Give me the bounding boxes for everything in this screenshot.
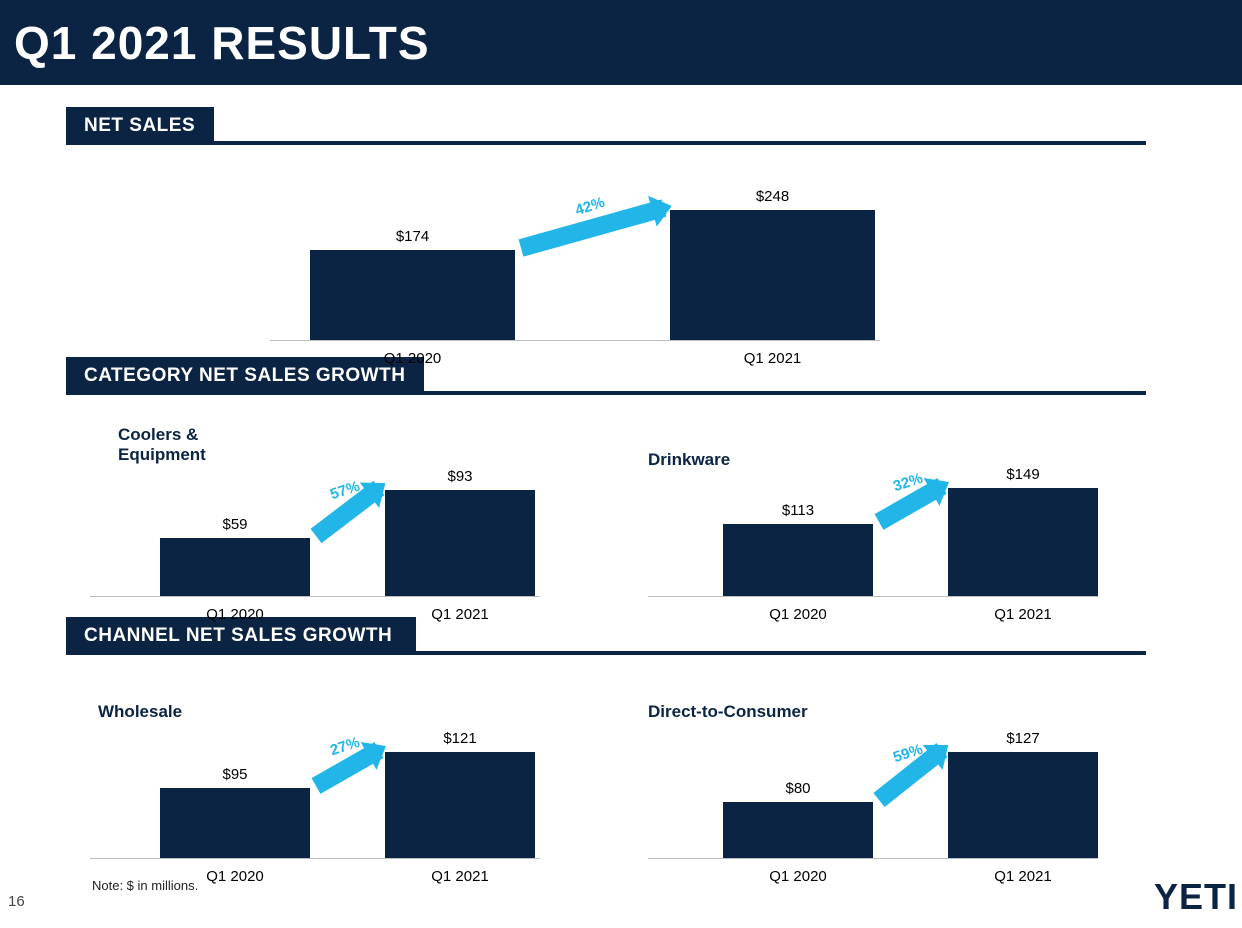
value-label: $248 [733, 188, 813, 205]
chart-baseline [648, 596, 1098, 597]
bar [948, 488, 1098, 596]
bar [948, 752, 1098, 858]
chart-baseline [90, 596, 540, 597]
chart-title: Coolers & Equipment [118, 425, 228, 464]
section-rule [66, 141, 1146, 145]
value-label: $113 [758, 502, 838, 519]
bar-label: Q1 2021 [420, 868, 500, 885]
bar [670, 210, 875, 340]
bar [160, 538, 310, 596]
bar [385, 490, 535, 596]
value-label: $174 [373, 228, 453, 245]
bar [723, 524, 873, 596]
bar-label: Q1 2020 [373, 350, 453, 367]
chart-baseline [90, 858, 540, 859]
brand-logo: YETI [1154, 876, 1238, 918]
category_section: CATEGORY NET SALES GROWTH [66, 357, 424, 395]
section-rule [66, 651, 1146, 655]
value-label: $149 [983, 466, 1063, 483]
chart-title: Wholesale [98, 702, 182, 722]
bar [310, 250, 515, 340]
bar-label: Q1 2021 [420, 606, 500, 623]
bar-label: Q1 2020 [195, 606, 275, 623]
page-number: 16 [8, 893, 25, 910]
bar [385, 752, 535, 858]
value-label: $93 [420, 468, 500, 485]
chart-title: Direct-to-Consumer [648, 702, 808, 722]
value-label: $95 [195, 766, 275, 783]
bar [160, 788, 310, 858]
value-label: $127 [983, 730, 1063, 747]
section-label: NET SALES [66, 107, 214, 145]
section-rule [66, 391, 1146, 395]
title-band: Q1 2021 RESULTS [0, 0, 1242, 85]
bar [723, 802, 873, 858]
value-label: $121 [420, 730, 500, 747]
bar-label: Q1 2021 [733, 350, 813, 367]
chart-title: Drinkware [648, 450, 730, 470]
bar-label: Q1 2020 [195, 868, 275, 885]
chart-baseline [648, 858, 1098, 859]
bar-label: Q1 2020 [758, 606, 838, 623]
slide-page: Q1 2021 RESULTS NET SALES CATEGORY NET SA… [0, 0, 1242, 928]
page-title: Q1 2021 RESULTS [14, 16, 430, 70]
net_sales_section: NET SALES [66, 107, 214, 145]
value-label: $59 [195, 516, 275, 533]
footer-note: Note: $ in millions. [92, 878, 198, 893]
bar-label: Q1 2021 [983, 606, 1063, 623]
value-label: $80 [758, 780, 838, 797]
bar-label: Q1 2020 [758, 868, 838, 885]
section-label: CATEGORY NET SALES GROWTH [66, 357, 424, 395]
chart-baseline [270, 340, 880, 341]
bar-label: Q1 2021 [983, 868, 1063, 885]
